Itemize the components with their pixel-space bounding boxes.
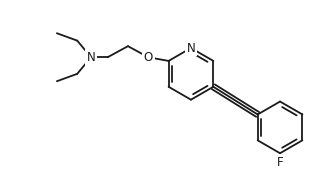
Text: F: F — [277, 156, 283, 169]
Text: O: O — [144, 51, 153, 64]
Text: N: N — [186, 42, 195, 54]
Text: N: N — [87, 51, 96, 64]
